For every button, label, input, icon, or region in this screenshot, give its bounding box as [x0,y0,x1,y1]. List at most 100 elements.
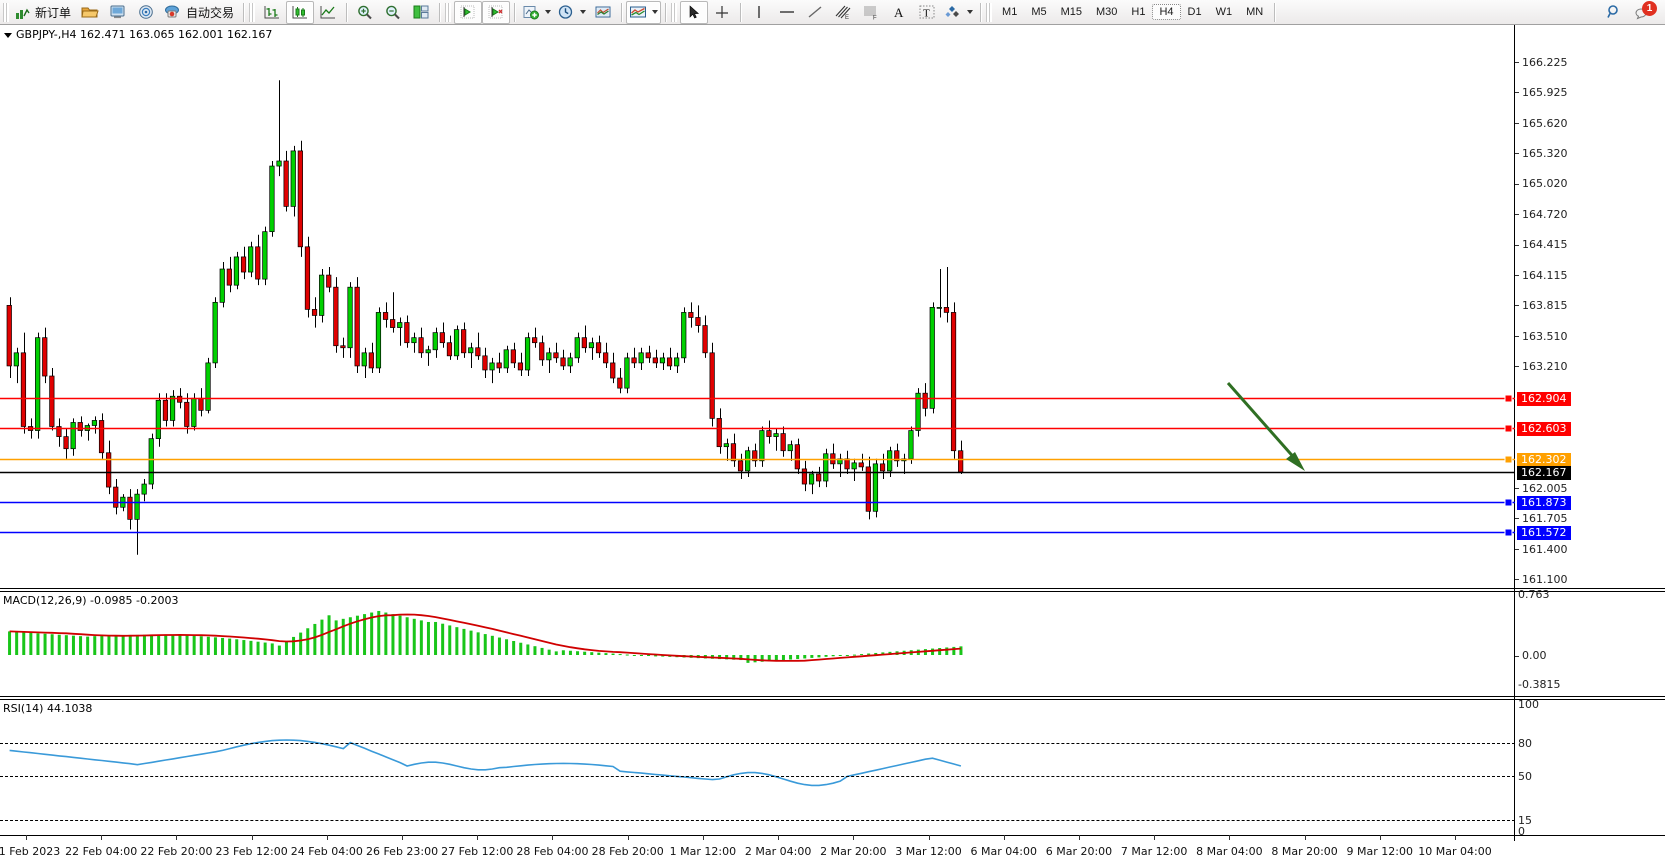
macd-histogram-bar [462,628,466,655]
candle-body [361,352,367,367]
macd-histogram-bar [490,635,494,655]
timeframe-h4[interactable]: H4 [1152,4,1181,20]
level-handle-support-lower [1504,528,1513,537]
shapes-button[interactable] [941,1,976,24]
templates-button[interactable] [589,1,617,24]
terminal-button[interactable] [104,1,132,24]
toolbar-divider-4 [514,2,516,22]
alerts-button[interactable]: 1 [1629,0,1657,24]
timeframe-w1[interactable]: W1 [1215,6,1233,18]
candlestick-series [6,80,964,555]
candle-body [319,274,325,316]
level-label-entry[interactable]: 162.302 [1517,452,1571,467]
time-label: 7 Mar 12:00 [1120,845,1188,858]
fibonacci-button[interactable]: F [857,1,885,24]
equidistant-channel-icon: E [835,5,851,20]
horizontal-line-button[interactable] [773,1,801,24]
level-handle-resistance-upper [1504,394,1513,403]
equidistant-channel-button[interactable]: E [829,1,857,24]
macd-histogram-bar [320,619,324,655]
shift-toolbar-grip[interactable] [445,2,452,22]
level-label-resistance-lower[interactable]: 162.603 [1517,421,1571,436]
crosshair-button[interactable] [708,1,736,24]
shapes-caret-icon[interactable] [967,10,974,14]
line-chart-button[interactable] [314,1,342,24]
template-caret-icon[interactable] [652,10,659,14]
macd-histogram-bar [781,655,785,661]
macd-histogram-bar [213,637,217,655]
candle-body [70,422,76,450]
zoom-out-button[interactable] [379,1,407,24]
bar-chart-button[interactable] [258,1,286,24]
chart-area[interactable]: GBPJPY-,H4 162.471 163.065 162.001 162.1… [0,25,1665,858]
macd-signal-line [9,613,961,662]
level-label-support-upper[interactable]: 161.873 [1517,495,1571,510]
candle-body [950,312,957,452]
autotrading-button[interactable]: 自动交易 [160,1,239,24]
time-tick [1455,835,1456,840]
macd-histogram-bar [817,655,821,658]
period-caret-icon[interactable] [580,10,587,14]
add-indicator-caret-icon[interactable] [545,10,552,14]
text-button[interactable]: T [913,1,941,24]
macd-histogram-bar [341,618,345,655]
drawing-toolbar-grip[interactable] [671,2,678,22]
macd-histogram-bar [299,632,303,655]
folder-button[interactable] [76,1,104,24]
candle-body [752,450,758,462]
new-order-button[interactable]: 新订单 [12,1,76,24]
macd-histogram-bar [86,636,90,655]
level-label-current-price[interactable]: 162.167 [1517,465,1571,480]
macd-tick-top: 0.763 [1518,588,1550,601]
macd-histogram-bar [306,628,310,655]
candle-body [340,345,346,349]
candle-body [844,458,850,470]
chart-collapse-icon[interactable] [4,32,12,38]
period-button[interactable] [554,1,589,24]
timeframe-mn[interactable]: MN [1246,6,1264,18]
macd-histogram-bar [434,621,438,655]
cursor-button[interactable] [680,0,709,24]
candle-body [212,301,218,364]
axis-divider-macd [1515,588,1665,589]
text-label-button[interactable]: A [885,1,913,24]
candlestick-chart-button[interactable] [286,0,315,24]
toolbar-grip[interactable] [3,2,9,22]
templates-dropdown-button[interactable] [626,0,662,24]
search-button[interactable] [1601,1,1629,24]
candle-body [411,337,417,344]
level-label-resistance-upper[interactable]: 162.904 [1517,391,1571,406]
tile-windows-button[interactable] [407,1,435,24]
candle-body [127,496,133,520]
zoom-in-button[interactable] [351,1,379,24]
timeframe-m5[interactable]: M5 [1031,6,1047,18]
price-axis[interactable]: 166.225 165.925 165.620 165.320 165.020 164.7… [1515,25,1665,841]
time-label: 8 Mar 20:00 [1271,845,1338,858]
timeframe-m30[interactable]: M30 [1096,6,1118,18]
rsi-tick-100: 100 [1518,698,1539,711]
vertical-line-button[interactable] [745,1,773,24]
add-indicator-button[interactable] [519,1,554,24]
timeframe-d1[interactable]: D1 [1187,6,1202,18]
timeframe-m15[interactable]: M15 [1060,6,1082,18]
macd-histogram-bar [171,635,175,655]
timeframe-toolbar-grip[interactable] [986,2,993,22]
timeframe-h1[interactable]: H1 [1131,6,1146,18]
line-chart-icon [320,6,336,19]
trendline-button[interactable] [801,1,829,24]
macd-histogram-bar [199,636,203,655]
timeframe-m1[interactable]: M1 [1002,6,1018,18]
macd-histogram-bar [774,655,778,661]
time-label: 2 Mar 04:00 [744,845,812,858]
candle-body [532,337,538,344]
auto-scroll-button[interactable] [482,0,511,24]
chart-shift-button[interactable] [454,0,483,24]
chart-toolbar-grip[interactable] [249,2,256,22]
candle-body [56,426,62,437]
macd-histogram-bar [824,655,828,657]
navigator-button[interactable] [132,1,160,24]
candle-body [6,305,12,367]
level-label-support-lower[interactable]: 161.572 [1517,525,1571,540]
rsi-level-50 [0,776,1515,777]
price-pane[interactable]: GBPJPY-,H4 162.471 163.065 162.001 162.1… [0,25,1515,841]
